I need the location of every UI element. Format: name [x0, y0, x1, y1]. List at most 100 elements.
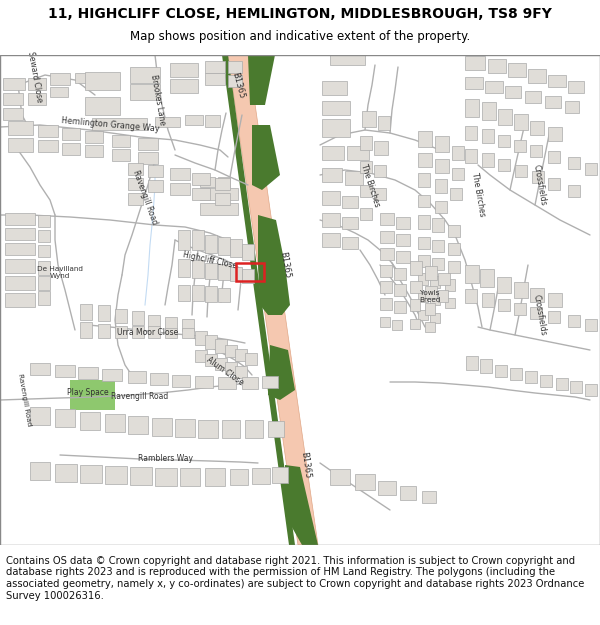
Bar	[380, 265, 392, 277]
Bar	[242, 244, 254, 260]
Text: The Birches: The Birches	[359, 162, 381, 208]
Bar	[425, 322, 435, 332]
Bar	[465, 77, 483, 89]
Bar	[80, 304, 92, 320]
Bar	[438, 290, 448, 302]
Text: Crossfields: Crossfields	[532, 164, 548, 206]
Bar	[165, 328, 177, 338]
Text: Map shows position and indicative extent of the property.: Map shows position and indicative extent…	[130, 30, 470, 43]
Bar	[198, 420, 218, 438]
Bar	[488, 59, 506, 73]
Polygon shape	[248, 55, 275, 105]
Bar	[322, 191, 340, 205]
Bar	[432, 258, 444, 270]
Bar	[138, 138, 158, 150]
Bar	[228, 61, 242, 73]
Text: De Havilland
Wynd: De Havilland Wynd	[37, 266, 83, 279]
Bar	[215, 193, 230, 205]
Bar	[482, 129, 494, 143]
Bar	[8, 138, 33, 152]
Bar	[374, 188, 386, 200]
Bar	[570, 381, 582, 393]
Bar	[225, 345, 237, 357]
Bar	[152, 418, 172, 436]
Bar	[450, 188, 462, 200]
Text: Ravengill Road: Ravengill Road	[131, 169, 159, 226]
Bar	[80, 322, 92, 338]
Bar	[322, 146, 344, 160]
Bar	[482, 153, 494, 167]
Bar	[38, 230, 50, 242]
Bar	[115, 326, 127, 338]
Bar	[218, 237, 230, 255]
Bar	[438, 273, 450, 285]
Bar	[422, 491, 436, 503]
Bar	[435, 201, 447, 213]
Bar	[480, 269, 494, 287]
Bar	[380, 213, 394, 225]
Bar	[585, 319, 597, 331]
Bar	[148, 165, 163, 177]
Bar	[380, 317, 390, 327]
Bar	[180, 468, 200, 486]
Bar	[482, 293, 494, 307]
Bar	[498, 299, 510, 311]
Bar	[155, 117, 180, 127]
Bar	[465, 265, 479, 283]
Bar	[218, 288, 230, 302]
Bar	[165, 317, 177, 329]
Bar	[322, 213, 340, 227]
Bar	[200, 177, 215, 187]
Bar	[268, 421, 284, 437]
Bar	[548, 151, 560, 163]
Polygon shape	[222, 55, 295, 545]
Bar	[360, 161, 372, 173]
Bar	[505, 86, 521, 98]
Bar	[62, 143, 80, 155]
Bar	[322, 233, 340, 247]
Bar	[410, 299, 420, 311]
Bar	[5, 243, 35, 255]
Bar	[85, 131, 103, 143]
Bar	[205, 468, 225, 486]
Polygon shape	[228, 55, 318, 545]
Text: B1365: B1365	[278, 251, 292, 279]
Bar	[430, 313, 440, 323]
Bar	[568, 315, 580, 327]
Bar	[374, 165, 386, 177]
Bar	[322, 81, 347, 95]
Text: B1365: B1365	[299, 451, 311, 479]
Bar	[5, 293, 35, 307]
Bar	[485, 81, 503, 93]
Bar	[38, 125, 58, 137]
Bar	[480, 359, 492, 373]
Bar	[360, 136, 372, 150]
Bar	[218, 264, 230, 280]
Bar	[98, 324, 110, 338]
Bar	[418, 215, 430, 229]
Bar	[380, 281, 392, 293]
Bar	[565, 101, 579, 113]
Bar	[568, 157, 580, 169]
Bar	[55, 464, 77, 482]
Bar	[322, 119, 350, 137]
Bar	[396, 251, 410, 263]
Bar	[508, 63, 526, 77]
Bar	[514, 140, 526, 152]
Bar	[178, 259, 190, 277]
Bar	[585, 163, 597, 175]
Bar	[215, 178, 230, 190]
Bar	[465, 126, 477, 140]
Bar	[545, 96, 561, 108]
Bar	[85, 72, 120, 90]
Bar	[205, 61, 225, 73]
Bar	[8, 121, 33, 135]
Text: Contains OS data © Crown copyright and database right 2021. This information is : Contains OS data © Crown copyright and d…	[6, 556, 584, 601]
Bar	[380, 248, 394, 260]
Bar	[148, 315, 160, 327]
Bar	[222, 420, 240, 438]
Bar	[195, 331, 207, 345]
Bar	[245, 353, 257, 365]
Bar	[195, 376, 213, 388]
Bar	[205, 115, 220, 127]
